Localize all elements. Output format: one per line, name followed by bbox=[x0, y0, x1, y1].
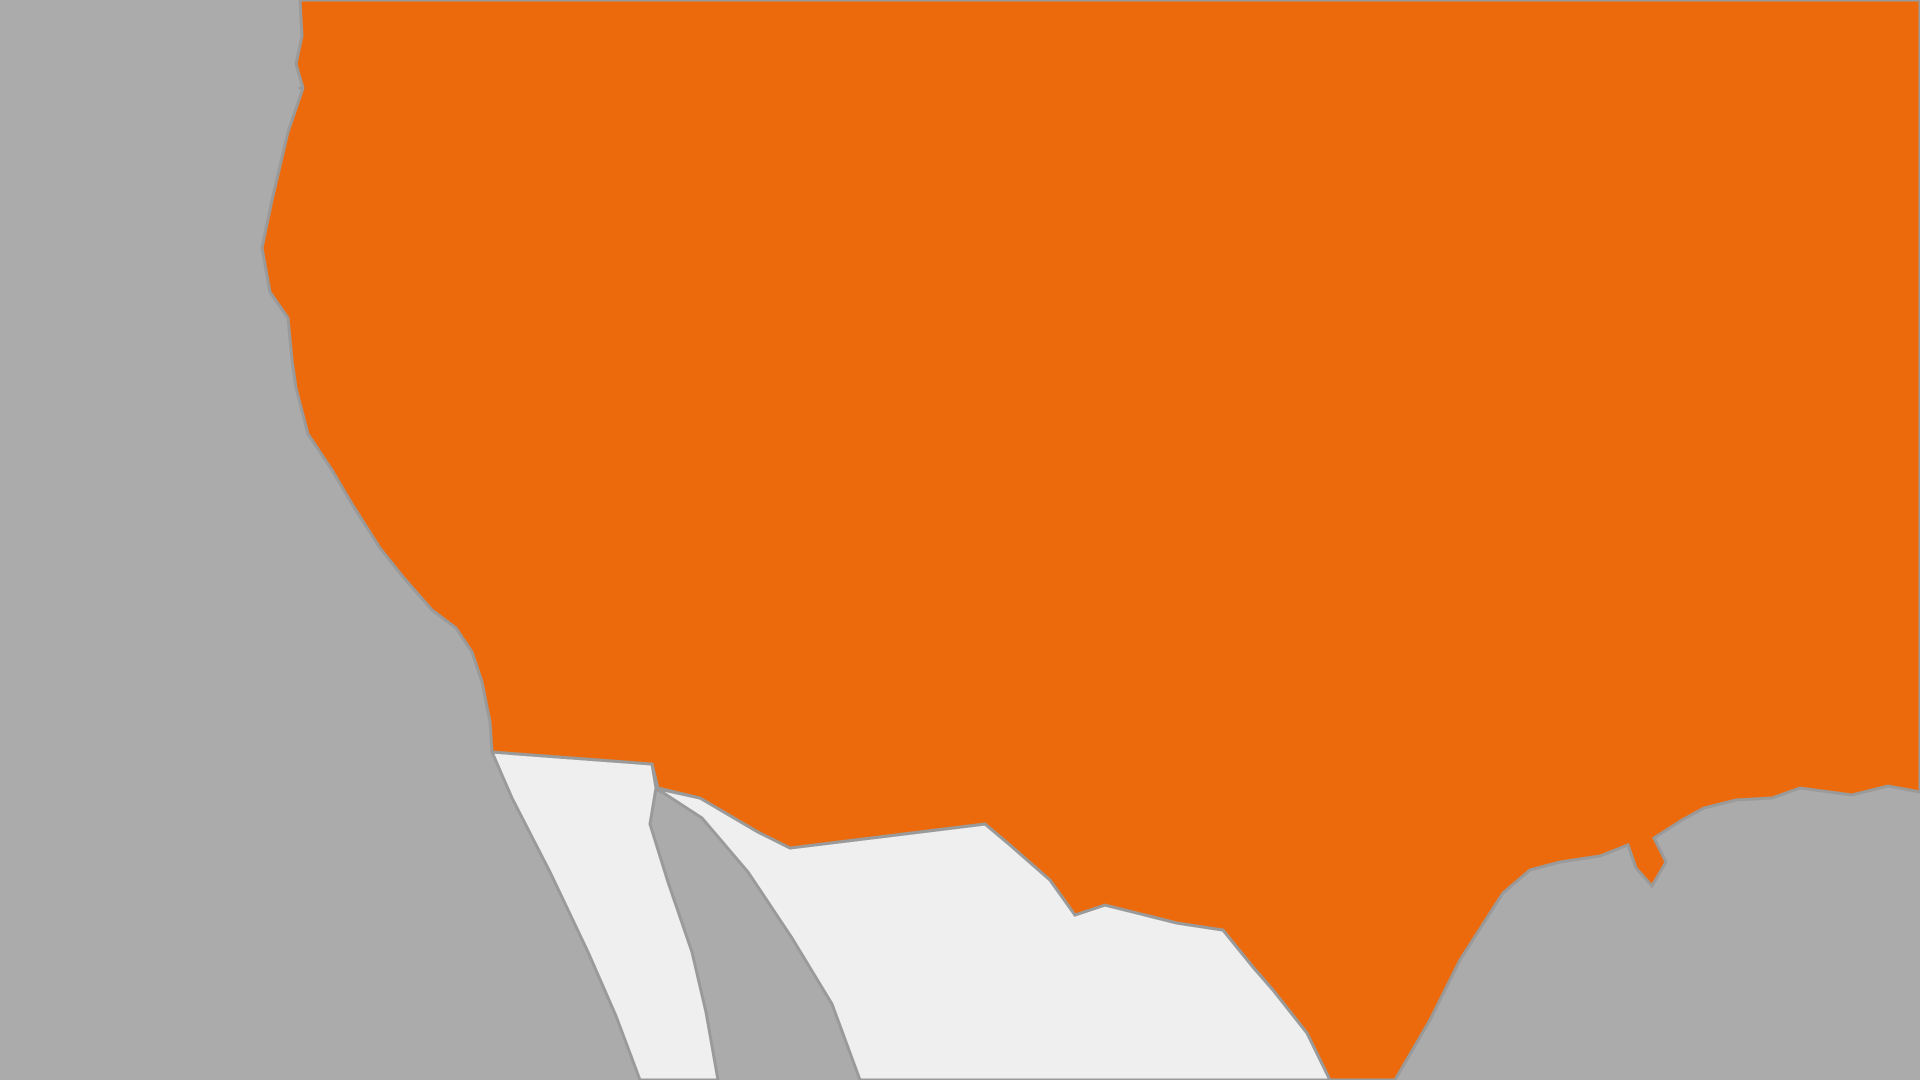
baja-california bbox=[489, 750, 720, 1080]
